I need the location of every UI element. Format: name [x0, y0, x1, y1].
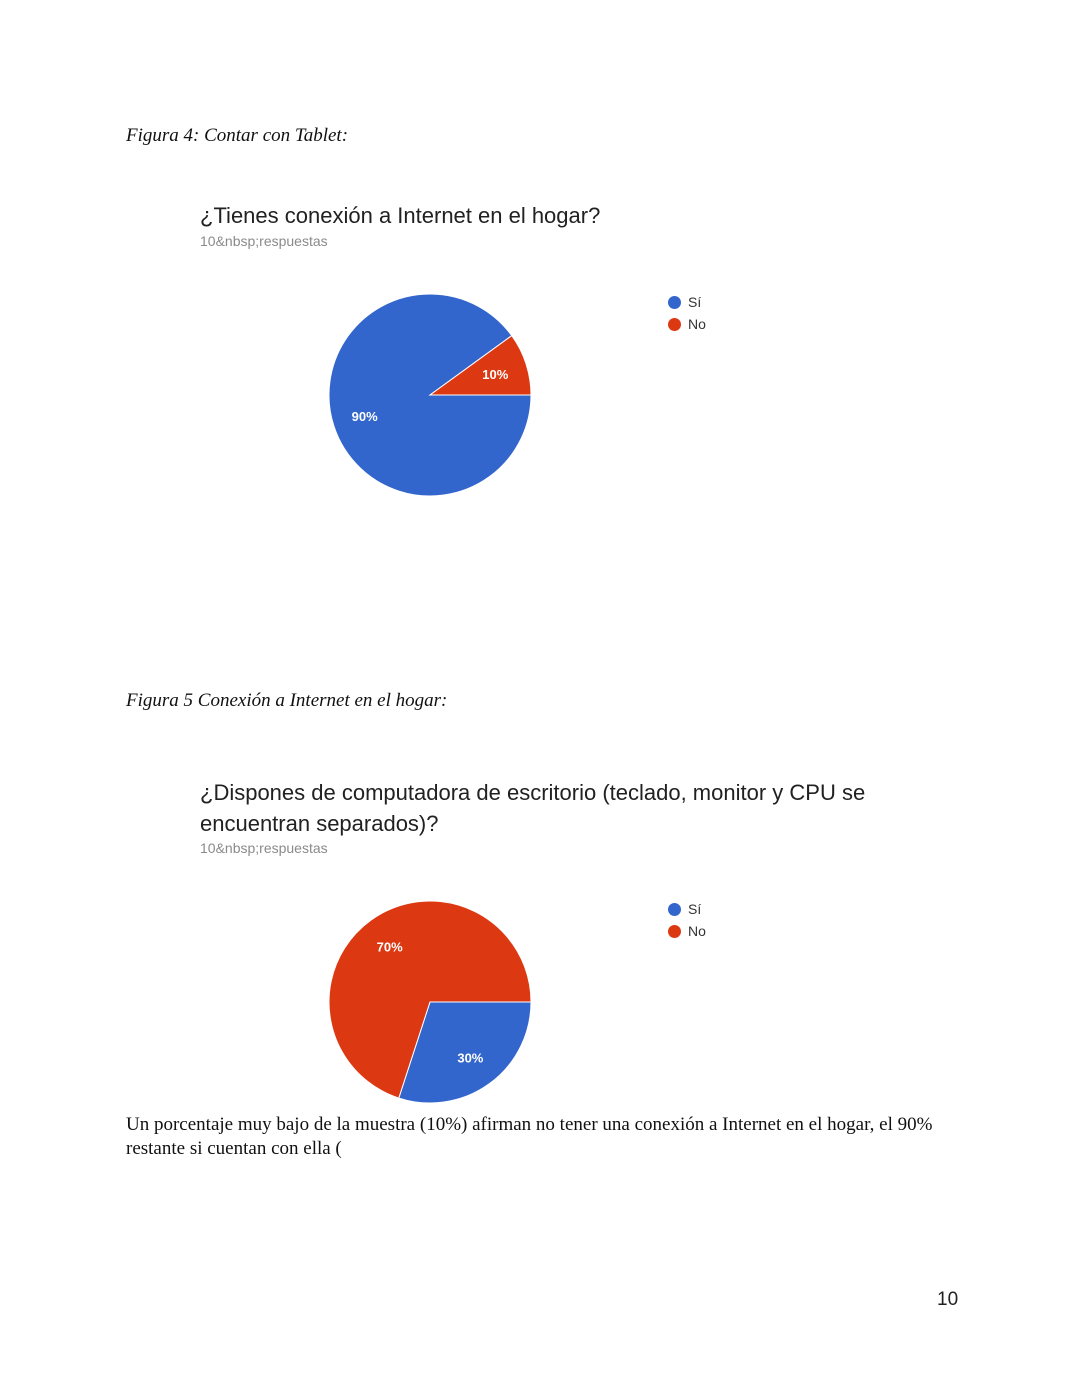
slice-label-si: 90%: [352, 409, 378, 424]
legend-item-si: Sí: [668, 898, 706, 920]
legend-swatch-si: [668, 295, 681, 309]
body-paragraph: Un porcentaje muy bajo de la muestra (10…: [126, 1114, 933, 1159]
pie-slice-si: [398, 1001, 532, 1104]
legend-swatch-no: [668, 317, 681, 331]
legend-internet: Sí No: [668, 291, 706, 335]
legend-swatch-no: [668, 924, 681, 938]
figure-caption-4: Figura 4: Contar con Tablet:: [126, 125, 349, 146]
figure-caption-5: Figura 5 Conexión a Internet en el hogar…: [126, 690, 448, 711]
pie-slice-no: [428, 334, 532, 396]
pie-chart-desktop: 30% 70%: [328, 900, 532, 1104]
legend-swatch-si: [668, 902, 681, 916]
legend-label-no: No: [688, 316, 706, 332]
chart-title-internet: ¿Tienes conexión a Internet en el hogar?: [200, 203, 601, 228]
page-number: 10: [937, 1289, 959, 1310]
slice-label-no: 70%: [377, 939, 403, 954]
legend-label-si: Sí: [688, 294, 702, 310]
slice-label-si: 30%: [457, 1051, 483, 1066]
chart-subtitle-internet: 10&nbsp;respuestas: [200, 233, 328, 249]
chart-title-desktop: ¿Dispones de computadora de escritorio (…: [200, 780, 866, 836]
pie-chart-internet: 90% 10%: [328, 293, 532, 497]
legend-item-no: No: [668, 920, 706, 942]
legend-label-no: No: [688, 923, 706, 939]
legend-item-si: Sí: [668, 291, 706, 313]
pie-slice-no: [328, 900, 532, 1099]
legend-desktop: Sí No: [668, 898, 706, 942]
slice-label-no: 10%: [482, 367, 508, 382]
chart-subtitle-desktop: 10&nbsp;respuestas: [200, 840, 328, 856]
legend-label-si: Sí: [688, 901, 702, 917]
legend-item-no: No: [668, 313, 706, 335]
